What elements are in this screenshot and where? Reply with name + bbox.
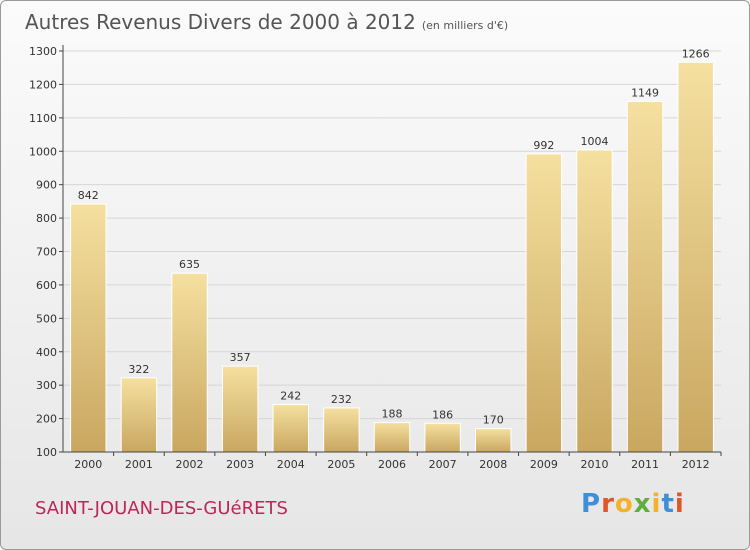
bar [373,422,411,453]
x-tick-label: 2000 [74,458,102,471]
logo-letter: t [661,489,675,519]
x-tick-label: 2008 [479,458,507,471]
y-tick-label: 1000 [29,145,57,158]
y-tick-label: 100 [36,446,57,459]
bar [677,61,714,453]
bar-value-label: 186 [432,408,453,421]
bar-value-label: 1266 [682,47,710,60]
bar [525,153,563,453]
commune-name: SAINT-JOUAN-DES-GUéRETS [35,498,288,519]
y-tick-label: 900 [36,179,57,192]
x-tick-label: 2001 [125,458,153,471]
bar-value-label: 188 [382,408,403,421]
bar [626,100,664,453]
y-tick-label: 800 [36,212,57,225]
bar-value-label: 232 [331,393,352,406]
x-tick-label: 2006 [378,458,406,471]
proxiti-logo[interactable]: Proxiti [581,489,685,519]
y-tick-label: 400 [36,346,57,359]
y-tick-label: 200 [36,413,57,426]
bar [323,407,360,453]
logo-letter: P [581,489,602,519]
logo-letter: i [674,489,685,519]
bar-value-label: 1149 [631,86,659,99]
logo-letter: r [601,489,615,519]
bar-value-label: 842 [78,189,99,202]
bar-value-label: 242 [280,390,301,403]
x-tick-label: 2009 [530,458,558,471]
y-tick-label: 700 [36,246,57,259]
y-tick-label: 600 [36,279,57,292]
x-tick-label: 2005 [327,458,355,471]
bar [576,149,613,453]
y-tick-label: 1100 [29,112,57,125]
x-tick-label: 2011 [631,458,659,471]
y-tick-label: 500 [36,312,57,325]
bar [171,272,208,453]
x-tick-label: 2002 [176,458,204,471]
bar-value-label: 357 [230,351,251,364]
axes: 100 200 300 400 500 600 700 800 900 1000 1100 1200 1… [29,45,722,471]
logo-letter: i [651,489,662,519]
chart-title: Autres Revenus Divers de 2000 à 2012 [25,10,416,34]
bar-value-label: 170 [483,414,504,427]
bar-value-label: 635 [179,258,200,271]
bar-value-label: 1004 [580,135,608,148]
bar [424,422,461,453]
x-tick-label: 2012 [682,458,710,471]
y-tick-label: 1300 [29,45,57,58]
logo-letter: x [633,489,652,519]
chart-title-block: Autres Revenus Divers de 2000 à 2012 (en … [25,10,508,34]
bar [120,377,158,453]
logo-letter: o [614,489,634,519]
x-tick-label: 2004 [277,458,305,471]
bar [221,365,259,453]
y-tick-label: 300 [36,379,57,392]
x-tick-label: 2007 [429,458,457,471]
bar [272,404,309,453]
bar [70,203,107,453]
x-tick-label: 2010 [580,458,608,471]
chart-subtitle: (en milliers d'€) [421,19,509,32]
bar-value-label: 992 [533,139,554,152]
y-tick-label: 1200 [29,78,57,91]
bar-value-label: 322 [128,363,149,376]
x-tick-label: 2003 [226,458,254,471]
grid-lines [63,50,721,453]
bars: 842 322 635 357 242 232 188 186 170 992 1004 1149 12… [70,47,714,453]
bar [475,428,512,453]
